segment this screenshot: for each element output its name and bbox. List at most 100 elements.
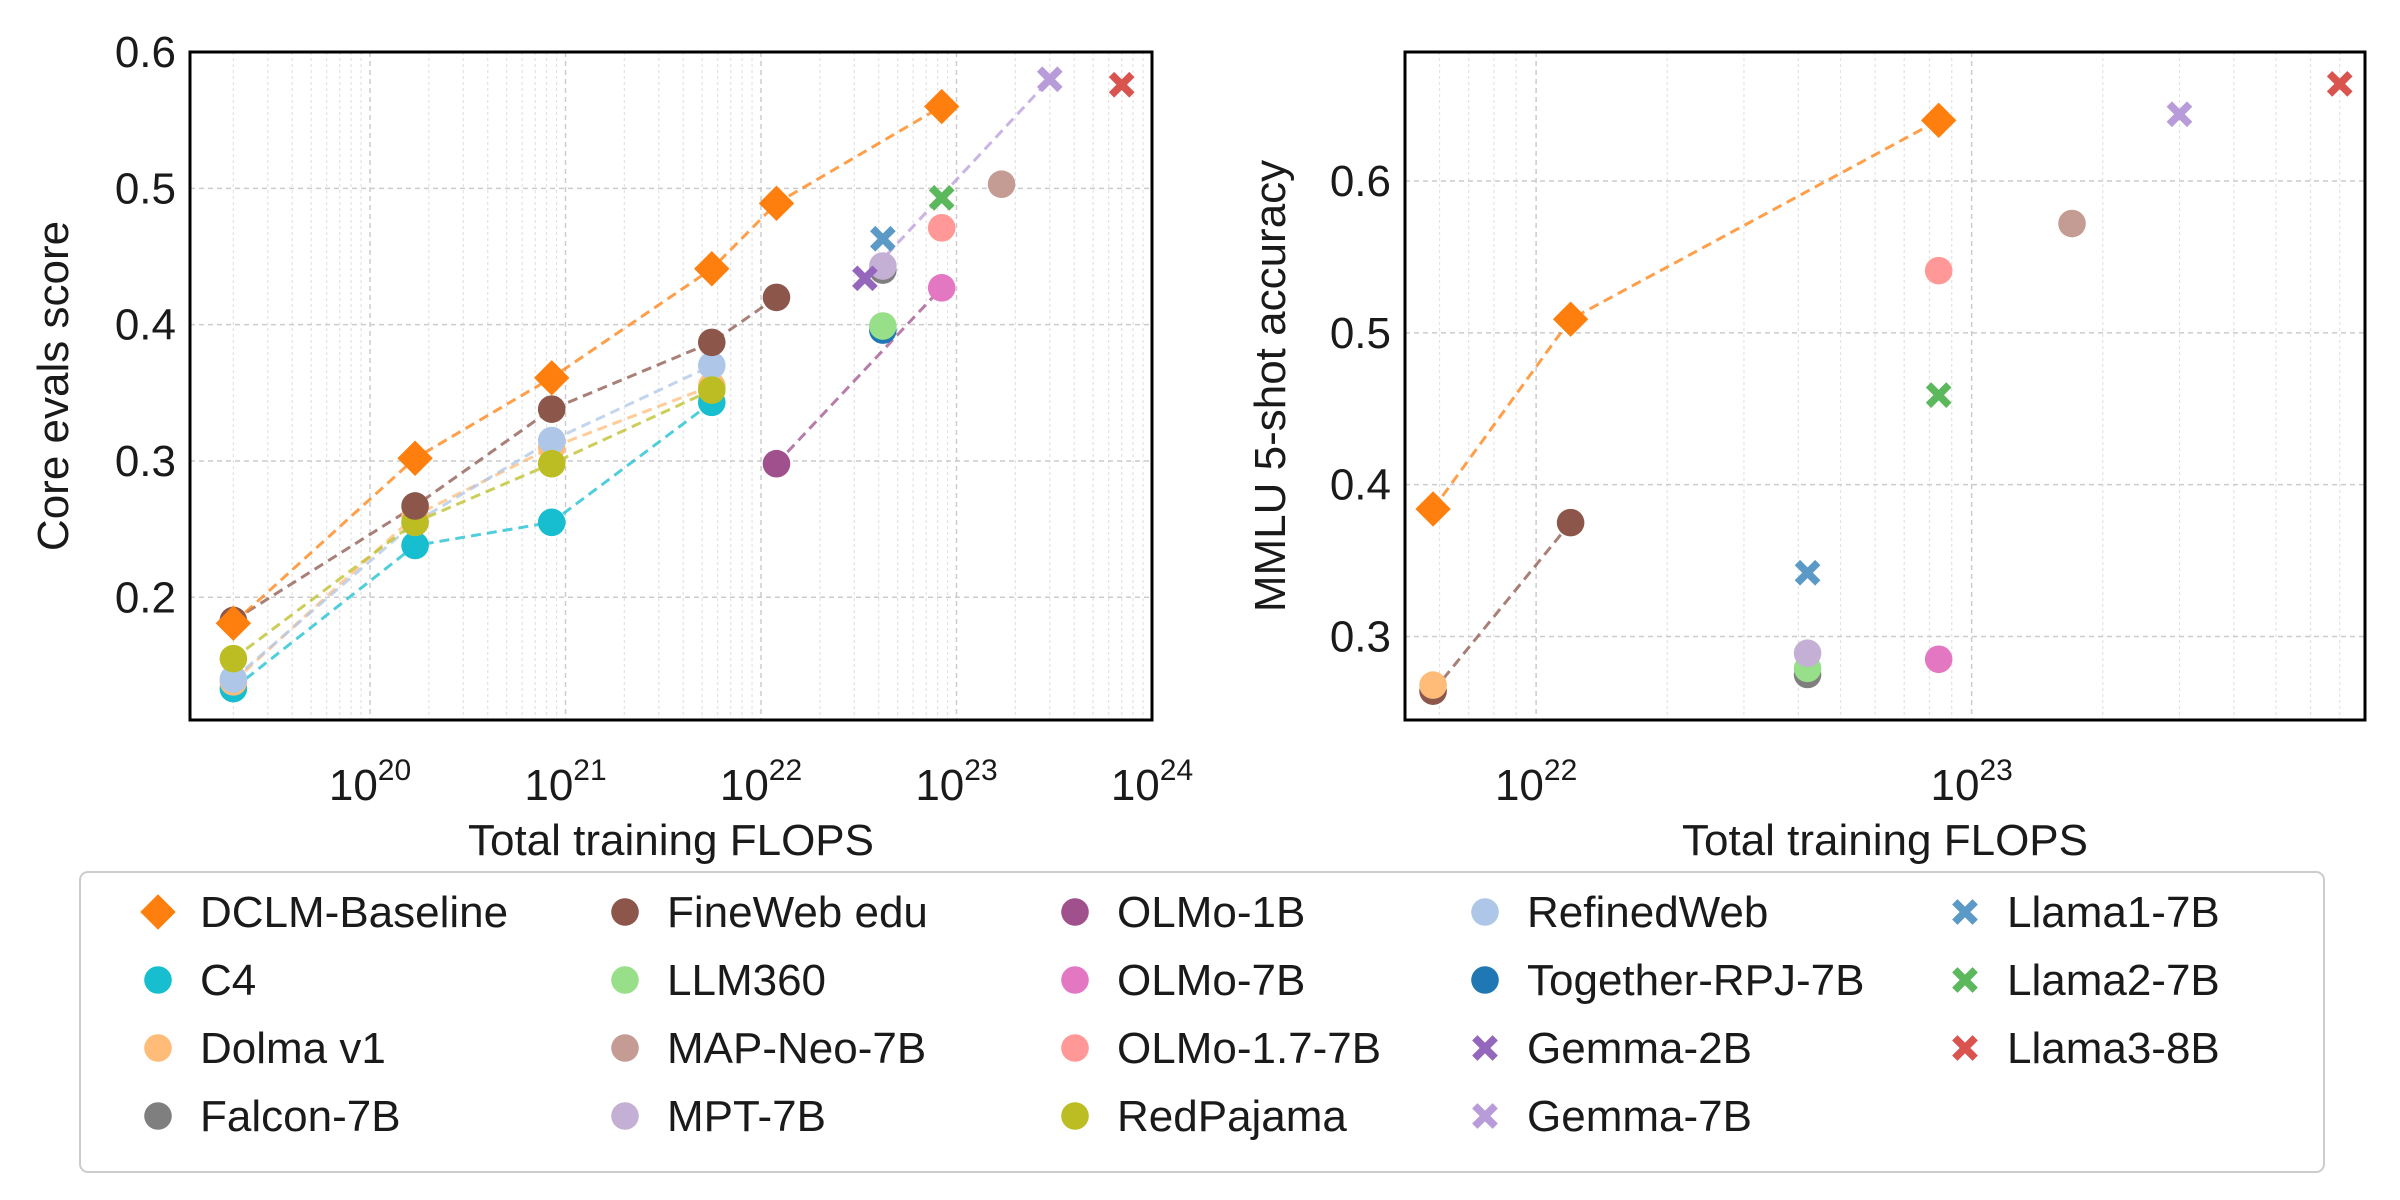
data-point-mpt-7b xyxy=(869,252,897,280)
legend-label: RedPajama xyxy=(1117,1092,1347,1141)
legend-label: Falcon-7B xyxy=(200,1092,401,1141)
x-tick-label: 1021 xyxy=(524,754,606,810)
data-point-llama3-8b xyxy=(1108,71,1135,98)
data-point-llama2-7b xyxy=(928,185,955,211)
y-tick-label: 0.3 xyxy=(1330,613,1391,662)
legend-marker xyxy=(1061,1102,1089,1130)
data-point-c4 xyxy=(537,508,566,537)
data-point-refinedweb xyxy=(537,426,566,455)
series-line-c4 xyxy=(232,401,713,690)
data-point-olmo-1b xyxy=(762,449,791,478)
data-point-map-neo-7b xyxy=(987,170,1016,199)
legend-marker xyxy=(1952,899,1978,925)
legend-item-olmo-1-7-7b: OLMo-1.7-7B xyxy=(1061,1024,1381,1073)
data-point-mpt-7b xyxy=(1793,639,1822,667)
y-tick-label: 0.6 xyxy=(115,28,176,77)
legend-label: DCLM-Baseline xyxy=(200,888,508,937)
legend-marker xyxy=(1061,898,1089,926)
legend-marker xyxy=(611,898,639,926)
legend-label: Gemma-7B xyxy=(1527,1092,1752,1141)
legend-marker xyxy=(1471,898,1499,926)
trend-line-gemma-7b xyxy=(863,78,1051,280)
legend-label: FineWeb edu xyxy=(667,888,928,937)
legend-label: OLMo-1B xyxy=(1117,888,1305,937)
legend-marker xyxy=(1952,967,1978,993)
data-point-gemma-7b xyxy=(2166,101,2193,128)
legend-marker xyxy=(140,894,176,930)
data-point-dclm-baseline xyxy=(758,185,795,222)
legend-marker xyxy=(1061,1034,1089,1062)
data-point-olmo-1-7-7b xyxy=(927,214,956,242)
data-point-fineweb-edu xyxy=(1556,508,1585,537)
legend-item-fineweb-edu: FineWeb edu xyxy=(611,888,928,937)
legend-marker xyxy=(1472,1035,1498,1061)
data-point-olmo-7b xyxy=(927,274,956,302)
legend-item-redpajama: RedPajama xyxy=(1061,1092,1347,1141)
y-tick-label: 0.4 xyxy=(115,301,176,350)
series-line-dclm-baseline xyxy=(232,105,943,625)
legend-label: OLMo-7B xyxy=(1117,956,1305,1005)
data-point-refinedweb xyxy=(697,351,726,380)
legend-item-olmo-7b: OLMo-7B xyxy=(1061,956,1305,1005)
data-point-dclm-baseline xyxy=(924,88,960,125)
data-point-redpajama xyxy=(697,376,726,404)
legend-marker xyxy=(1061,966,1089,994)
plot-frame xyxy=(188,50,1154,722)
legend-label: Dolma v1 xyxy=(200,1024,386,1073)
legend-item-llama2-7b: Llama2-7B xyxy=(1952,956,2220,1005)
data-point-fineweb-edu xyxy=(401,492,429,520)
data-point-llm360 xyxy=(869,312,897,340)
legend-item-llm360: LLM360 xyxy=(611,956,826,1005)
x-axis-label: Total training FLOPS xyxy=(468,816,874,865)
legend-item-llama3-8b: Llama3-8B xyxy=(1952,1024,2220,1073)
legend-marker xyxy=(144,1034,172,1062)
legend-item-refinedweb: RefinedWeb xyxy=(1471,888,1768,937)
trend-line-olmo-1b xyxy=(775,286,943,465)
legend-label: MAP-Neo-7B xyxy=(667,1024,926,1073)
legend-item-together-rpj-7b: Together-RPJ-7B xyxy=(1471,956,1864,1005)
y-tick-label: 0.5 xyxy=(115,164,176,213)
series-line-fineweb-edu xyxy=(1431,521,1572,693)
data-point-olmo-7b xyxy=(1924,645,1953,674)
plot-frame xyxy=(1403,50,2367,722)
legend-label: OLMo-1.7-7B xyxy=(1117,1024,1381,1073)
legend-label: MPT-7B xyxy=(667,1092,826,1141)
y-tick-label: 0.2 xyxy=(115,573,176,622)
legend-label: Gemma-2B xyxy=(1527,1024,1752,1073)
series-line-redpajama xyxy=(232,388,713,660)
data-point-llama1-7b xyxy=(869,225,896,252)
legend-marker xyxy=(1472,1103,1498,1129)
data-point-dclm-baseline xyxy=(1415,491,1451,527)
x-tick-label: 1024 xyxy=(1111,754,1193,810)
series-line-refinedweb xyxy=(232,364,713,681)
legend-marker xyxy=(144,966,172,994)
x-tick-label: 1023 xyxy=(1930,754,2012,810)
x-axis-label: Total training FLOPS xyxy=(1682,816,2088,865)
legend-item-map-neo-7b: MAP-Neo-7B xyxy=(611,1024,926,1073)
data-point-map-neo-7b xyxy=(2058,209,2086,238)
chart-mmlu: 1022 1023 0.3 0.4 0.5 0.6 Total training FLOP… xyxy=(1246,50,2367,865)
data-point-fineweb-edu xyxy=(697,328,726,357)
data-point-fineweb-edu xyxy=(762,283,791,312)
data-point-dclm-baseline xyxy=(694,251,730,287)
legend-item-mpt-7b: MPT-7B xyxy=(611,1092,826,1141)
legend-label: Llama2-7B xyxy=(2007,956,2220,1005)
data-point-dclm-baseline xyxy=(534,360,570,396)
legend-item-c4: C4 xyxy=(144,956,256,1005)
chart-core-evals: 1020 1021 1022 1023 1024 0.2 0.3 0.4 0.5 0.6 Tota… xyxy=(29,28,1193,865)
legend-marker xyxy=(1471,966,1499,994)
legend-marker xyxy=(611,1102,639,1130)
data-point-llama1-7b xyxy=(1794,559,1821,586)
legend-label: C4 xyxy=(200,956,256,1005)
legend-marker xyxy=(611,966,639,994)
legend-item-olmo-1b: OLMo-1B xyxy=(1061,888,1305,937)
series-line-dolma-v1 xyxy=(232,384,713,683)
data-point-dclm-baseline xyxy=(1920,102,1957,139)
legend-item-gemma-7b: Gemma-7B xyxy=(1472,1092,1752,1141)
data-point-dolma-v1 xyxy=(1419,671,1447,699)
legend-marker xyxy=(1952,1035,1978,1061)
legend-marker xyxy=(611,1034,639,1062)
y-tick-label: 0.5 xyxy=(1330,309,1391,358)
x-tick-label: 1023 xyxy=(915,754,997,810)
